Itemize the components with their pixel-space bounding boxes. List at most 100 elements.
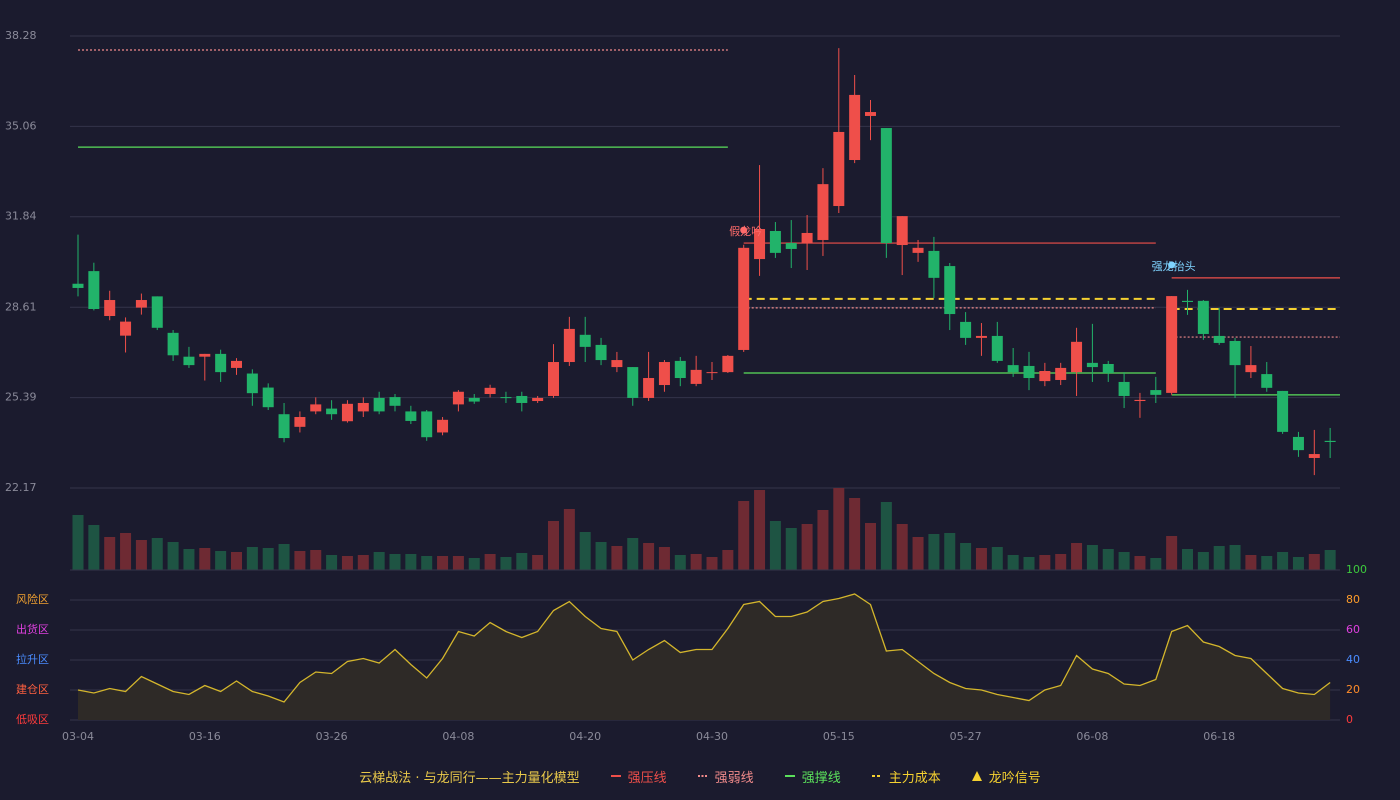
candle-body <box>1197 300 1209 334</box>
volume-bar <box>706 557 718 570</box>
volume-bar <box>120 533 132 570</box>
volume-bar <box>944 533 956 570</box>
volume-bar <box>738 501 750 570</box>
candle-body <box>135 300 147 308</box>
legend-item: 龙吟信号 <box>971 767 1041 786</box>
volume-bar <box>1102 549 1114 570</box>
volume-bar <box>1261 556 1273 570</box>
volume-bar <box>1324 550 1336 570</box>
x-tick-label: 04-20 <box>569 730 601 743</box>
x-tick-label: 04-08 <box>442 730 474 743</box>
candle-body <box>674 360 686 379</box>
candle-body <box>1039 371 1051 382</box>
candle-body <box>1277 390 1289 432</box>
candle-body <box>643 378 655 398</box>
candle-body <box>865 112 876 116</box>
candle-body <box>167 332 179 356</box>
volume-bar <box>690 554 702 570</box>
candle-body <box>769 230 781 253</box>
volume-bar <box>294 551 306 570</box>
candle-body <box>817 184 829 240</box>
volume-bar <box>500 557 512 570</box>
candle-body <box>215 353 227 373</box>
volume-bar <box>310 550 322 570</box>
legend-label: 龙吟信号 <box>988 770 1041 786</box>
volume-bar <box>357 555 369 570</box>
volume-bar <box>104 537 116 570</box>
candle-body <box>754 229 766 260</box>
volume-bar <box>643 543 655 570</box>
volume-bar <box>183 549 195 570</box>
volume-bar <box>1292 557 1304 570</box>
volume-bar <box>975 548 987 570</box>
candle-body <box>1150 390 1162 395</box>
volume-bar <box>1086 545 1098 570</box>
volume-bar <box>849 498 861 570</box>
signal-marker <box>740 226 748 234</box>
candle-body <box>1261 374 1273 388</box>
indicator-area <box>78 594 1331 720</box>
volume-bar <box>865 523 876 570</box>
volume-bar <box>1245 555 1257 570</box>
candle-body <box>991 335 1003 361</box>
candle-body <box>1007 365 1019 373</box>
volume-bar <box>231 552 242 570</box>
volume-bar <box>421 556 433 570</box>
volume-bar <box>341 556 353 570</box>
volume-bar <box>278 544 290 570</box>
legend-swatch <box>971 771 982 781</box>
volume-bar <box>516 553 528 570</box>
volume-bar <box>658 547 670 570</box>
candle-body <box>1229 340 1241 366</box>
volume-bar <box>1023 557 1035 570</box>
candle-body <box>928 250 940 278</box>
candle-body <box>579 334 591 347</box>
candle-body <box>516 395 528 403</box>
candle-body <box>88 271 100 309</box>
volume-bar <box>1213 546 1225 570</box>
y-tick-label: 35.06 <box>5 119 37 132</box>
candle-body <box>1182 300 1193 302</box>
candle-body <box>658 362 670 386</box>
volume-bar <box>1134 556 1146 570</box>
candle-body <box>310 404 322 412</box>
volume-bar <box>405 554 417 570</box>
volume-bar <box>579 532 591 570</box>
candle-body <box>1102 363 1114 373</box>
legend-swatch <box>784 775 795 777</box>
legend-item: 主力成本 <box>871 767 941 786</box>
candle-body <box>611 360 623 368</box>
volume-bar <box>928 534 940 570</box>
candle-body <box>1118 381 1130 396</box>
legend-label: 强压线 <box>627 770 667 786</box>
volume-bar <box>151 538 163 570</box>
candle-body <box>484 387 496 395</box>
x-tick-label: 05-27 <box>950 730 982 743</box>
zone-label: 建仓区 <box>16 682 49 696</box>
annotation: 强龙抬头 <box>1152 259 1196 273</box>
candle-body <box>1166 296 1178 393</box>
candle-body <box>1134 399 1146 402</box>
volume-bar <box>880 502 892 570</box>
volume-bar <box>373 552 385 570</box>
volume-bar <box>991 547 1003 570</box>
legend-marker <box>971 771 982 781</box>
candle-body <box>690 369 702 384</box>
candle-body <box>1245 365 1257 373</box>
candle-body <box>801 232 813 244</box>
candle-body <box>357 402 369 412</box>
volume-bar <box>769 521 781 570</box>
volume-bar <box>1308 554 1320 570</box>
candle-body <box>1324 440 1336 442</box>
candle-body <box>405 411 417 421</box>
y-tick-label: 38.28 <box>5 29 37 42</box>
volume-bar <box>674 555 686 570</box>
candle-body <box>880 128 892 244</box>
candle-body <box>944 266 956 315</box>
volume-bar <box>627 538 639 570</box>
volume-bar <box>1071 543 1083 570</box>
candle-body <box>246 373 258 394</box>
x-tick-label: 05-15 <box>823 730 855 743</box>
